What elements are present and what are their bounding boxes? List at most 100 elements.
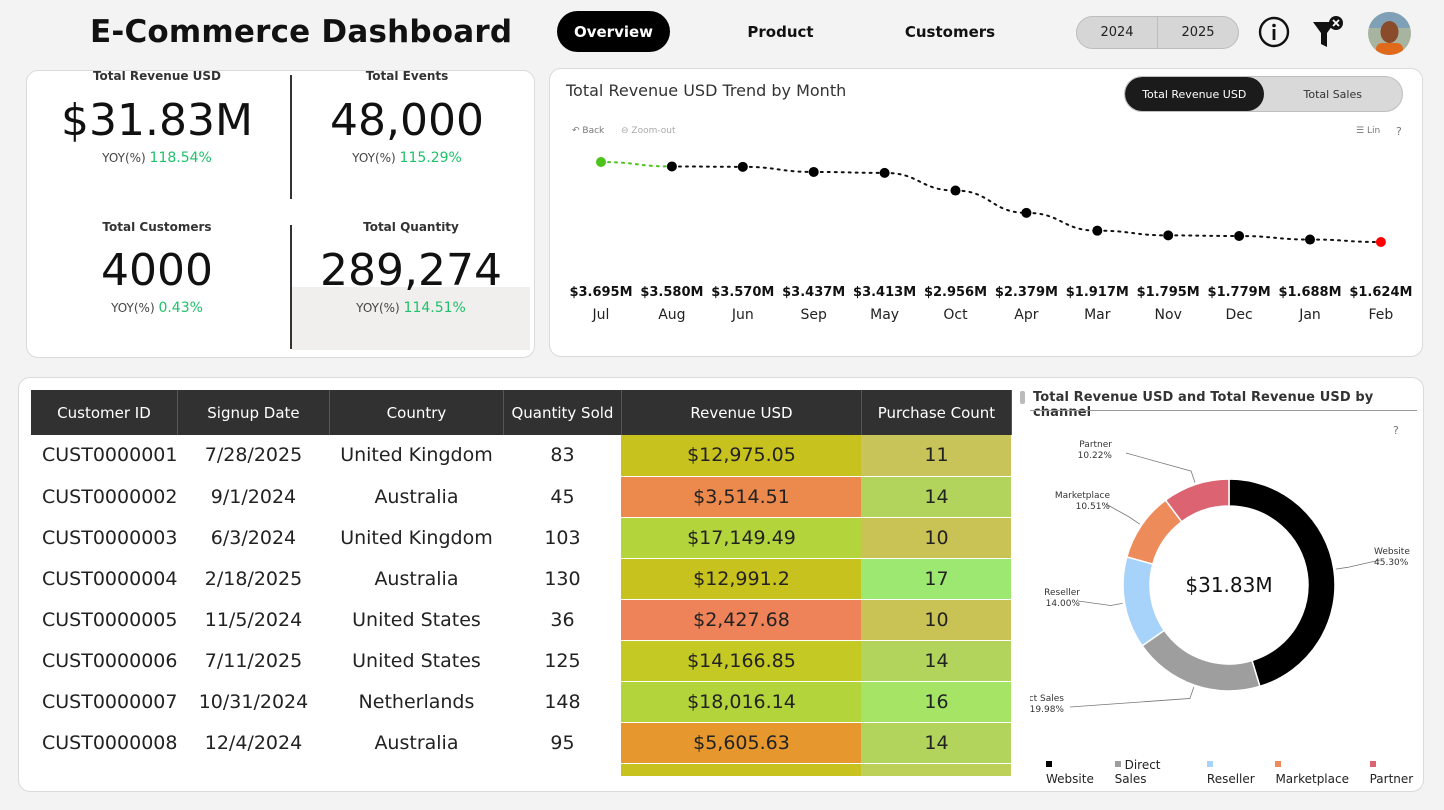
x-tick-label: Jul: [592, 307, 610, 323]
column-header[interactable]: Signup Date: [177, 390, 330, 435]
table-row[interactable]: CUST0000006 7/11/2025 United States 125 $14,…: [31, 640, 1012, 682]
scrollbar-handle[interactable]: [1020, 391, 1025, 404]
table-row[interactable]: CUST0000004 2/18/2025 Australia 130 $12,991.…: [31, 558, 1012, 600]
column-header[interactable]: Customer ID: [31, 390, 178, 435]
table-cell: 7/28/2025: [177, 435, 330, 477]
table-cell: 10: [861, 599, 1012, 641]
table-cell: CUST0000004: [31, 558, 178, 600]
trend-point[interactable]: [879, 167, 890, 178]
kpi-label: Total Quantity: [363, 222, 459, 234]
avatar[interactable]: [1368, 12, 1411, 55]
table-cell: $3,514.51: [621, 476, 862, 518]
legend-item[interactable]: Reseller: [1206, 758, 1265, 786]
table-cell: 12/4/2024: [177, 722, 330, 764]
chart-title: Total Revenue USD Trend by Month: [566, 81, 847, 100]
kpi-label: Total Customers: [102, 222, 212, 234]
table-cell: $2,427.68: [621, 599, 862, 641]
legend-item[interactable]: Direct Sales: [1114, 758, 1196, 786]
legend-label: Partner: [1369, 772, 1414, 786]
column-header[interactable]: Quantity Sold: [503, 390, 622, 435]
help-icon[interactable]: ?: [1396, 125, 1402, 138]
trend-line-segment: [741, 165, 815, 173]
leader-line: [1077, 600, 1123, 606]
donut-legend: Website Direct Sales Reseller Marketplace Pa…: [1046, 758, 1423, 786]
table-cell: 10: [861, 517, 1012, 559]
data-label: $1.688M: [1278, 285, 1341, 300]
tab-product[interactable]: Product: [747, 22, 814, 41]
info-icon[interactable]: [1258, 16, 1290, 48]
lin-button[interactable]: ☰ Lin: [1356, 126, 1380, 136]
year-2025-button[interactable]: 2025: [1181, 25, 1215, 40]
legend-item[interactable]: Partner: [1369, 758, 1423, 786]
table-row[interactable]: CUST0000003 6/3/2024 United Kingdom 103 $17,…: [31, 517, 1012, 559]
toggle-total-sales[interactable]: Total Sales: [1303, 87, 1362, 101]
table-cell: 6/3/2024: [177, 517, 330, 559]
trend-point[interactable]: [666, 161, 677, 172]
trend-point[interactable]: [1234, 231, 1245, 242]
donut-title-rule: [1030, 410, 1417, 411]
yoy-value: 114.51%: [403, 300, 466, 316]
table-row[interactable]: CUST0000002 9/1/2024 Australia 45 $3,514.51 1…: [31, 476, 1012, 518]
slice-pct-label: 45.30%: [1374, 558, 1409, 568]
help-icon[interactable]: ?: [1393, 424, 1399, 437]
legend-item[interactable]: Marketplace: [1275, 758, 1358, 786]
donut-slice[interactable]: [1228, 478, 1336, 688]
table-cell: 16: [861, 681, 1012, 723]
table-cell: CUST0000005: [31, 599, 178, 641]
tab-overview[interactable]: Overview: [557, 11, 670, 52]
legend-swatch: [1206, 761, 1213, 767]
data-label: $1.795M: [1137, 285, 1200, 300]
leader-line: [1125, 452, 1196, 483]
zoom-out-button[interactable]: ⊖ Zoom-out: [621, 126, 676, 136]
table-row[interactable]: CUST0000001 7/28/2025 United Kingdom 83 $12,…: [31, 435, 1012, 477]
tab-customers[interactable]: Customers: [904, 22, 996, 41]
trend-point[interactable]: [950, 185, 961, 196]
column-header[interactable]: Country: [329, 390, 504, 435]
table-cell: $12,991.2: [621, 558, 862, 600]
back-label: Back: [582, 126, 605, 136]
kpi-label: Total Revenue USD: [92, 71, 222, 83]
trend-point[interactable]: [1305, 234, 1315, 245]
table-cell: Australia: [329, 558, 504, 600]
table-cell: Australia: [329, 722, 504, 764]
legend-swatch: [1369, 761, 1376, 767]
column-header[interactable]: Purchase Count: [861, 390, 1012, 435]
donut-slice[interactable]: [1141, 629, 1261, 692]
trend-point[interactable]: [1092, 225, 1103, 236]
trend-point[interactable]: [808, 166, 819, 177]
kpi-yoy: YOY(%) 0.43%: [47, 300, 267, 316]
table-cell: 36: [503, 599, 622, 641]
leader-line: [1105, 503, 1141, 525]
yoy-label: YOY(%): [352, 151, 396, 165]
table-cell: $12,975.05: [621, 435, 862, 477]
back-button[interactable]: ↶ Back: [572, 126, 604, 136]
table-row[interactable]: CUST0000008 12/4/2024 Australia 95 $5,605.63…: [31, 722, 1012, 764]
trend-point[interactable]: [1375, 237, 1386, 247]
legend-swatch: [1275, 761, 1282, 767]
slice-name-label: Reseller: [1044, 588, 1080, 598]
trend-point[interactable]: [596, 157, 606, 167]
donut-slice[interactable]: [1164, 478, 1230, 523]
toggle-total-revenue[interactable]: Total Revenue USD: [1125, 77, 1264, 111]
table-cell: 9/1/2024: [177, 476, 330, 518]
data-label: $1.917M: [1066, 285, 1129, 300]
table-viewport: Customer ID Signup Date Country Quantity So…: [19, 378, 1019, 776]
table-cell: United States: [329, 763, 504, 776]
column-header[interactable]: Revenue USD: [621, 390, 862, 435]
year-2024-button[interactable]: 2024: [1077, 17, 1158, 48]
table-row[interactable]: CUST0000007 10/31/2024 Netherlands 148 $18,0…: [31, 681, 1012, 723]
legend-swatch: [1114, 761, 1121, 767]
trend-point[interactable]: [737, 161, 748, 172]
trend-point[interactable]: [1021, 207, 1032, 218]
trend-line-segment: [812, 170, 886, 174]
table-cell: 7/11/2025: [177, 640, 330, 682]
trend-point[interactable]: [1163, 230, 1174, 241]
donut-slice[interactable]: [1122, 555, 1166, 647]
clear-filter-icon[interactable]: [1311, 14, 1345, 52]
legend-item[interactable]: Website: [1046, 758, 1104, 786]
legend-swatch: [1046, 761, 1052, 767]
yoy-value: 115.29%: [399, 150, 462, 166]
table-row[interactable]: CUST0000005 11/5/2024 United States 36 $2,42…: [31, 599, 1012, 641]
table-cell: United Kingdom: [329, 435, 504, 477]
